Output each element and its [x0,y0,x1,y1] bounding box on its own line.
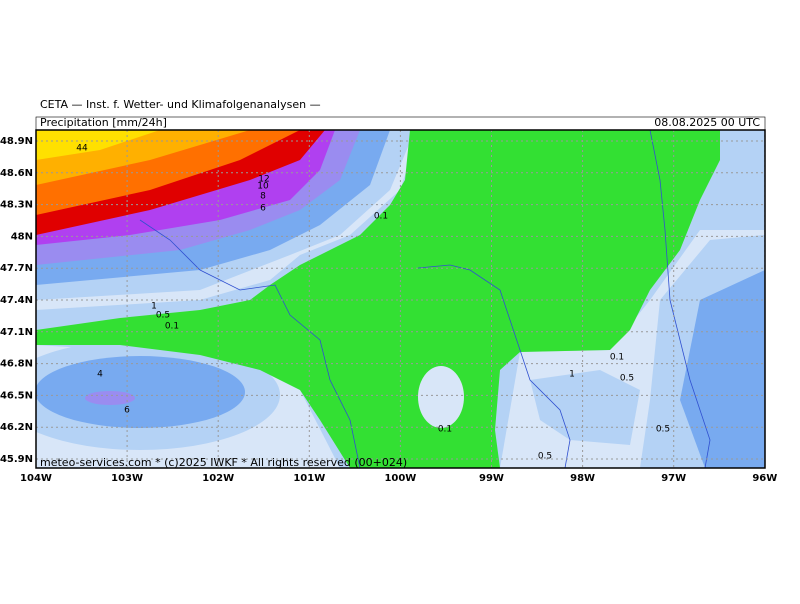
contour-label: 0.5 [620,374,634,384]
contour-label: 0.5 [656,425,670,435]
lon-label: 100W [384,473,416,484]
contour-label: 0.1 [165,322,179,332]
contour-label: 8 [260,192,266,202]
field [418,366,464,428]
river [649,130,711,468]
valid-time: 08.08.2025 00 UTC [654,116,760,129]
contour-label: 0.5 [156,311,170,321]
contour-label: 10 [257,182,269,192]
lat-label: 47.4N [0,295,33,306]
contour-label: 6 [260,204,266,214]
lat-label: 48.6N [0,168,33,179]
field [85,391,135,405]
lon-label: 99W [479,473,504,484]
field [680,270,765,468]
lat-label: 48.9N [0,136,33,147]
lon-label: 101W [293,473,325,484]
lat-label: 46.5N [0,390,33,401]
lat-label: 47.7N [0,263,33,274]
lon-label: 102W [202,473,234,484]
lat-label: 46.8N [0,359,33,370]
lon-label: 98W [570,473,595,484]
header-title: CETA — Inst. f. Wetter- und Klimafolgena… [40,98,321,111]
lat-label: 45.9N [0,454,33,465]
field [36,130,160,160]
map-field [36,130,765,468]
contour-label: 1 [569,370,575,380]
footer: meteo-services.com * (c)2025 IWKF * All … [40,456,407,469]
river [417,264,571,468]
field [36,356,245,428]
contour-label: 44 [76,144,88,154]
lon-label: 103W [111,473,143,484]
contour-label: 12 [258,175,269,185]
contour-label: 0.1 [610,353,624,363]
lat-label: 48N [11,231,33,242]
contour-label: 0.5 [538,452,552,462]
lat-label: 47.1N [0,327,33,338]
field [36,130,720,468]
lon-label: 97W [661,473,686,484]
lat-label: 48.3N [0,200,33,211]
field [530,370,640,445]
lat-label: 46.2N [0,422,33,433]
contour-label: 6 [124,406,130,416]
contour-label: 0.1 [374,212,388,222]
lon-label: 104W [20,473,52,484]
variable: Precipitation [mm/24h] [40,116,167,129]
contour-label: 1 [151,302,157,312]
contour-label: 0.1 [438,425,452,435]
map-frame [35,129,766,469]
contour-label: 4 [97,370,103,380]
lon-label: 96W [752,473,777,484]
